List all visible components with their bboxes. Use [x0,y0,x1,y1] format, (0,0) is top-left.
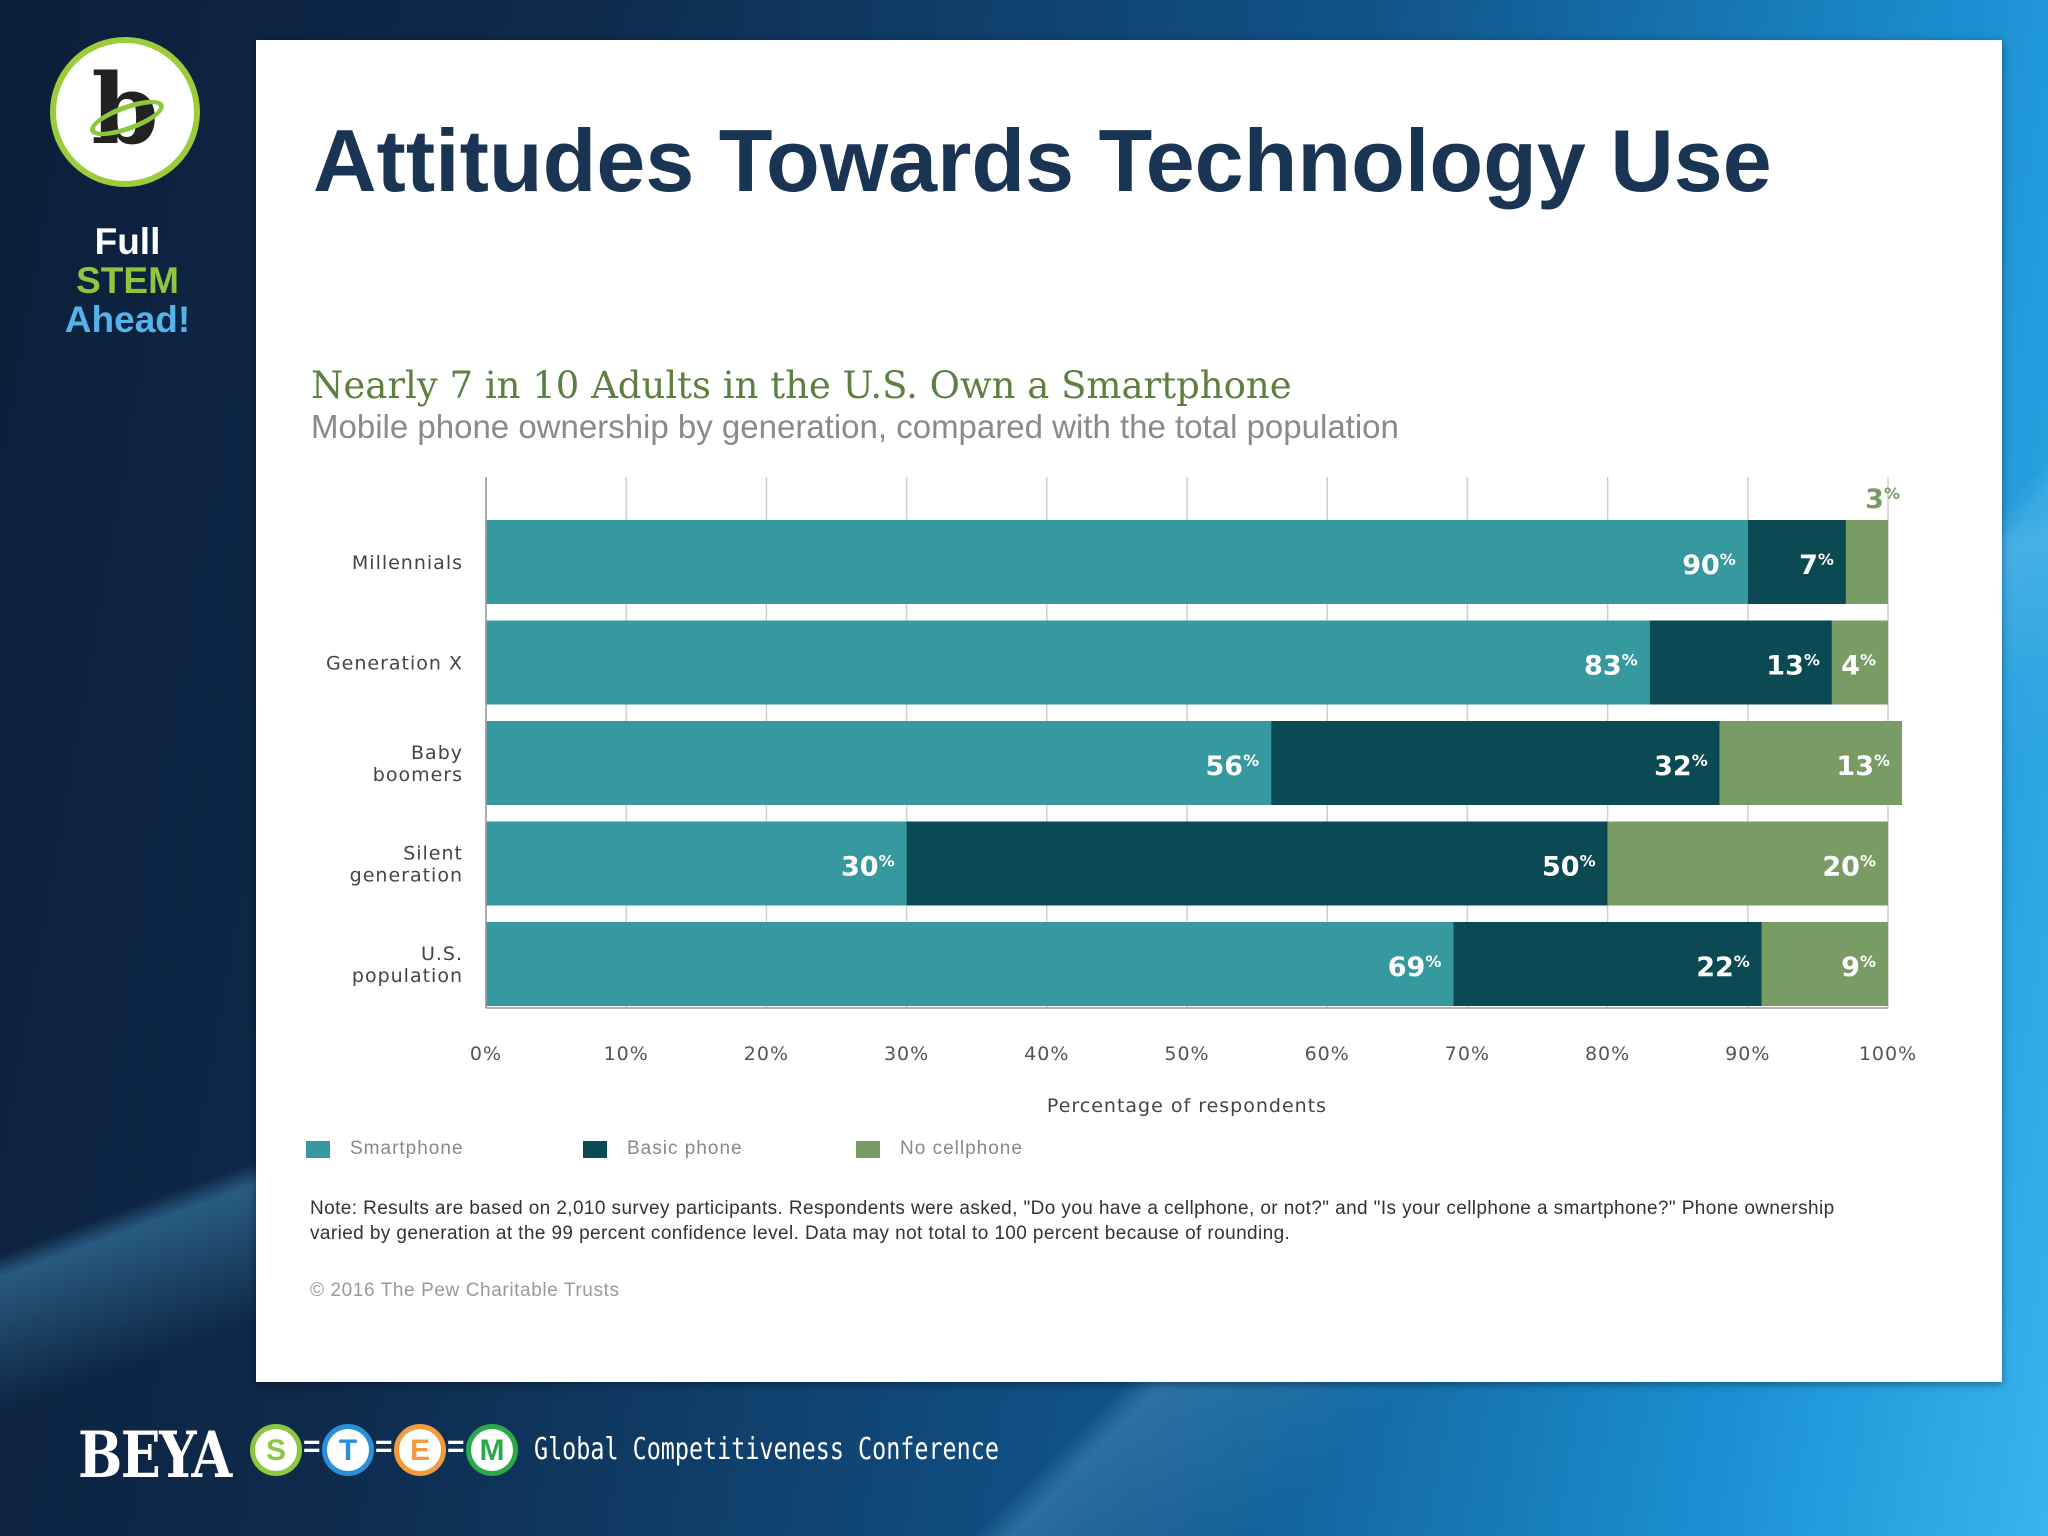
category-label: Millennials [352,552,463,574]
stem-separator: = [447,1430,465,1463]
x-tick-label: 60% [1305,1043,1350,1065]
x-tick-label: 0% [470,1043,502,1065]
x-tick-label: 70% [1445,1043,1490,1065]
x-tick-label: 50% [1164,1043,1209,1065]
bar-basic-phone-u-s-population [1453,922,1762,1006]
data-label: 32% [1654,751,1708,782]
legend-swatch-basic-phone [583,1141,607,1158]
bar-smartphone-u-s-population [486,922,1454,1006]
data-label: 90% [1682,550,1736,581]
stem-separator: = [303,1430,321,1463]
data-label: 9% [1841,952,1876,983]
bar-no-cellphone-millennials [1845,520,1888,604]
x-tick-label: 90% [1725,1043,1770,1065]
x-tick-label: 40% [1024,1043,1069,1065]
data-label: 3% [1865,484,1900,515]
legend-label-smartphone: Smartphone [350,1138,464,1159]
data-label: 13% [1836,751,1890,782]
stem-separator: = [375,1430,393,1463]
data-label: 22% [1696,952,1750,983]
brand-stem: STEM [76,260,179,301]
data-label: 20% [1822,852,1876,883]
chart-note: Note: Results are based on 2,010 survey … [310,1198,1835,1244]
data-label: 7% [1799,550,1834,581]
beya-logo-text: BEYA [78,1418,232,1493]
bar-basic-phone-millennials [1747,520,1846,604]
full-stem-ahead-logo: b [50,37,200,187]
stem-s-circle: S [250,1424,302,1476]
legend-swatch-smartphone [306,1141,330,1158]
chart-subtitle: Mobile phone ownership by generation, co… [311,408,1399,445]
slide-title: Attitudes Towards Technology Use [313,111,1772,210]
chart-title: Nearly 7 in 10 Adults in the U.S. Own a … [311,364,1292,407]
bar-no-cellphone-baby-boomers [1719,721,1903,805]
x-tick-label: 80% [1585,1043,1630,1065]
logo-letter: b [91,53,159,166]
bar-basic-phone-baby-boomers [1271,721,1720,805]
legend-label-no-cellphone: No cellphone [900,1138,1023,1159]
legend-swatch-no-cellphone [856,1141,880,1158]
copyright: © 2016 The Pew Charitable Trusts [310,1280,620,1301]
data-label: 83% [1584,651,1638,682]
legend-label-basic-phone: Basic phone [627,1138,743,1159]
category-label: U.S. population [352,943,463,987]
x-tick-label: 30% [884,1043,929,1065]
data-label: 30% [841,852,895,883]
bar-basic-phone-generation-x [1649,620,1832,705]
x-tick-label: 10% [604,1043,649,1065]
bar-basic-phone-silent-generation [906,821,1608,906]
category-label: Baby boomers [373,742,463,786]
sidebar: b Full STEM Ahead! [0,0,255,1400]
conference-name: Global Competitiveness Conference [534,1432,999,1467]
bar-smartphone-millennials [486,520,1748,604]
stem-t-circle: T [322,1424,374,1476]
bar-no-cellphone-generation-x [1831,620,1888,705]
category-label: Generation X [326,653,463,675]
stem-e-circle: E [394,1424,446,1476]
category-label: Silent generation [350,843,463,887]
x-tick-label: 20% [744,1043,789,1065]
bar-smartphone-silent-generation [486,821,907,906]
data-label: 56% [1206,751,1260,782]
data-label: 69% [1388,952,1442,983]
x-axis-label: Percentage of respondents [1047,1095,1327,1117]
brand-full: Full [94,221,161,262]
slide-content-card [256,40,2002,1382]
brand-ahead: Ahead! [64,299,191,340]
stem-m-circle: M [466,1424,518,1476]
data-label: 13% [1766,651,1820,682]
bar-no-cellphone-u-s-population [1761,922,1888,1006]
bar-smartphone-generation-x [486,620,1650,705]
data-label: 50% [1542,852,1596,883]
bar-smartphone-baby-boomers [486,721,1272,805]
data-label: 4% [1841,651,1876,682]
x-tick-label: 100% [1859,1043,1917,1065]
bar-no-cellphone-silent-generation [1607,821,1888,906]
